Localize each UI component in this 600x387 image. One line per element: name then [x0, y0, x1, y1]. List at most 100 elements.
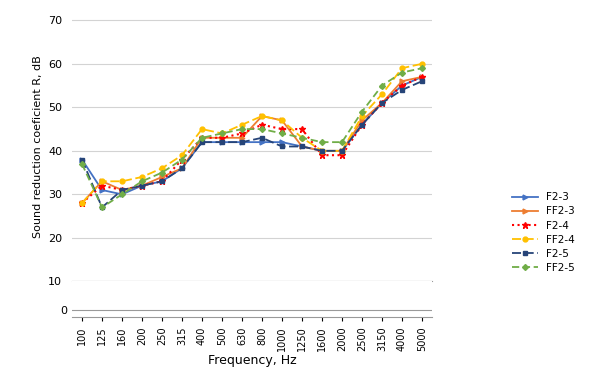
- F2-3: [358, 122, 365, 127]
- F2-3: [218, 140, 226, 144]
- FF2-4: [358, 114, 365, 118]
- F2-5: [158, 179, 166, 183]
- FF2-5: [298, 135, 305, 140]
- FF2-3: [158, 175, 166, 179]
- F2-3: [418, 75, 425, 79]
- FF2-4: [178, 153, 185, 158]
- F2-4: [418, 75, 425, 79]
- F2-5: [278, 144, 286, 149]
- FF2-5: [158, 170, 166, 175]
- F2-5: [298, 144, 305, 149]
- FF2-5: [379, 83, 386, 88]
- FF2-3: [79, 201, 86, 205]
- FF2-4: [218, 131, 226, 136]
- FF2-3: [178, 166, 185, 171]
- Line: F2-4: F2-4: [79, 74, 425, 206]
- FF2-4: [298, 135, 305, 140]
- F2-3: [259, 140, 266, 144]
- F2-5: [358, 122, 365, 127]
- FF2-3: [398, 79, 406, 84]
- FF2-4: [319, 149, 326, 153]
- FF2-3: [278, 118, 286, 123]
- FF2-4: [238, 122, 245, 127]
- F2-4: [158, 179, 166, 183]
- FF2-3: [379, 101, 386, 105]
- FF2-3: [199, 135, 206, 140]
- FF2-5: [278, 131, 286, 136]
- FF2-4: [338, 149, 346, 153]
- FF2-3: [319, 149, 326, 153]
- FF2-5: [98, 205, 106, 210]
- Line: F2-3: F2-3: [80, 74, 424, 197]
- F2-5: [79, 157, 86, 162]
- FF2-4: [139, 175, 146, 179]
- F2-4: [278, 127, 286, 132]
- FF2-3: [298, 144, 305, 149]
- F2-3: [319, 149, 326, 153]
- F2-5: [199, 140, 206, 144]
- FF2-4: [398, 66, 406, 70]
- Legend: F2-3, FF2-3, F2-4, FF2-4, F2-5, FF2-5: F2-3, FF2-3, F2-4, FF2-4, F2-5, FF2-5: [509, 189, 578, 276]
- FF2-4: [278, 118, 286, 123]
- Y-axis label: Sound reduction coeficient R, dB: Sound reduction coeficient R, dB: [32, 55, 43, 238]
- FF2-3: [259, 114, 266, 118]
- F2-3: [298, 144, 305, 149]
- F2-4: [338, 153, 346, 158]
- FF2-5: [238, 127, 245, 132]
- Line: FF2-4: FF2-4: [80, 62, 424, 205]
- F2-5: [238, 140, 245, 144]
- F2-3: [178, 166, 185, 171]
- FF2-5: [79, 162, 86, 166]
- FF2-3: [139, 183, 146, 188]
- F2-5: [178, 166, 185, 171]
- F2-5: [139, 183, 146, 188]
- F2-4: [79, 201, 86, 205]
- Line: F2-5: F2-5: [80, 79, 424, 210]
- F2-3: [79, 157, 86, 162]
- FF2-4: [199, 127, 206, 132]
- FF2-4: [259, 114, 266, 118]
- FF2-5: [319, 140, 326, 144]
- F2-3: [278, 140, 286, 144]
- F2-3: [379, 101, 386, 105]
- FF2-3: [358, 118, 365, 123]
- F2-4: [398, 83, 406, 88]
- F2-3: [118, 192, 125, 197]
- X-axis label: Frequency, Hz: Frequency, Hz: [208, 354, 296, 367]
- FF2-3: [238, 135, 245, 140]
- F2-5: [319, 149, 326, 153]
- F2-4: [218, 135, 226, 140]
- F2-4: [199, 135, 206, 140]
- FF2-4: [79, 201, 86, 205]
- FF2-5: [338, 140, 346, 144]
- F2-3: [398, 83, 406, 88]
- Line: FF2-3: FF2-3: [80, 74, 424, 205]
- FF2-4: [418, 62, 425, 66]
- FF2-3: [118, 188, 125, 192]
- FF2-3: [338, 149, 346, 153]
- FF2-5: [398, 70, 406, 75]
- F2-4: [178, 157, 185, 162]
- FF2-4: [118, 179, 125, 183]
- F2-4: [139, 183, 146, 188]
- F2-3: [139, 183, 146, 188]
- F2-4: [298, 127, 305, 132]
- FF2-4: [158, 166, 166, 171]
- Line: FF2-5: FF2-5: [80, 66, 424, 209]
- F2-4: [319, 153, 326, 158]
- F2-4: [238, 131, 245, 136]
- F2-4: [118, 188, 125, 192]
- FF2-3: [98, 179, 106, 183]
- FF2-3: [418, 75, 425, 79]
- FF2-5: [139, 179, 146, 183]
- FF2-5: [218, 131, 226, 136]
- F2-3: [158, 179, 166, 183]
- F2-5: [98, 205, 106, 210]
- F2-5: [118, 188, 125, 192]
- F2-5: [418, 79, 425, 84]
- F2-3: [238, 140, 245, 144]
- F2-5: [338, 149, 346, 153]
- FF2-5: [259, 127, 266, 132]
- F2-4: [98, 183, 106, 188]
- FF2-5: [418, 66, 425, 70]
